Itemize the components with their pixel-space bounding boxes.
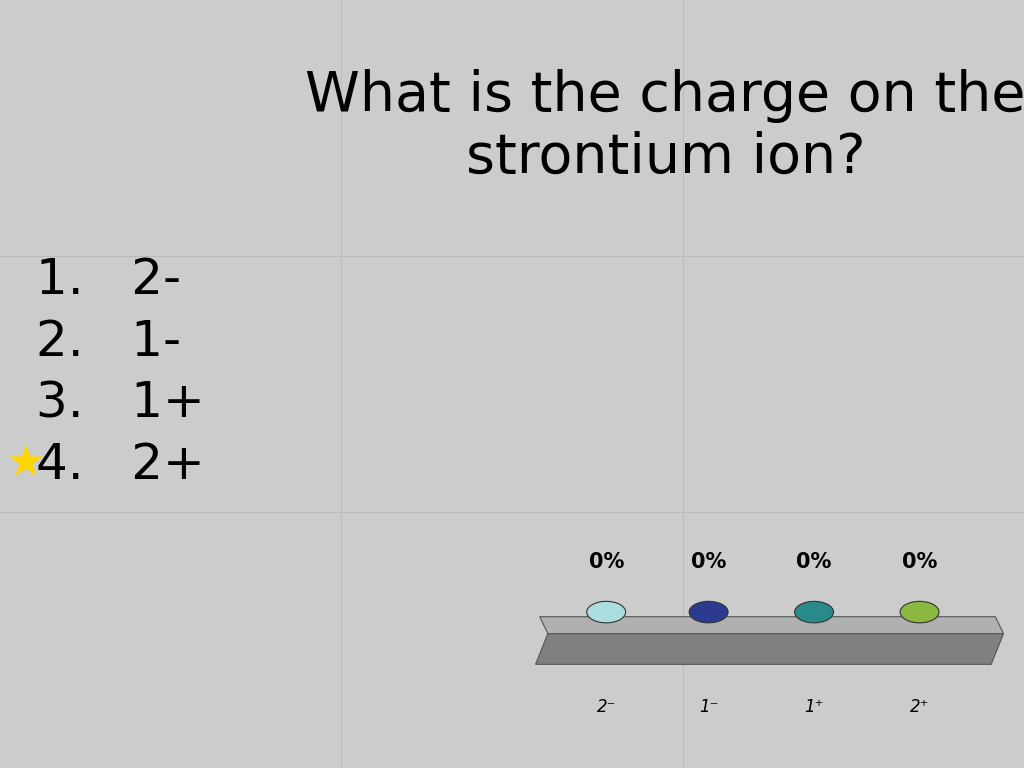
- Text: 1⁻: 1⁻: [699, 697, 718, 716]
- Text: 2.   1-: 2. 1-: [36, 318, 181, 366]
- Text: strontium ion?: strontium ion?: [466, 131, 865, 184]
- Text: 0%: 0%: [691, 552, 726, 572]
- Text: 0%: 0%: [902, 552, 937, 572]
- Ellipse shape: [587, 601, 626, 623]
- Text: 0%: 0%: [589, 552, 624, 572]
- Ellipse shape: [689, 601, 728, 623]
- Text: 2⁺: 2⁺: [910, 697, 929, 716]
- Text: ★: ★: [5, 443, 45, 486]
- Ellipse shape: [900, 601, 939, 623]
- Text: 1⁺: 1⁺: [805, 697, 823, 716]
- Text: 2⁻: 2⁻: [597, 697, 615, 716]
- Ellipse shape: [795, 601, 834, 623]
- Polygon shape: [536, 634, 1004, 664]
- Text: 1.   2-: 1. 2-: [36, 257, 181, 304]
- Text: What is the charge on the: What is the charge on the: [305, 69, 1024, 123]
- Text: 3.   1+: 3. 1+: [36, 379, 205, 427]
- Text: 4.   2+: 4. 2+: [36, 441, 205, 488]
- Text: 0%: 0%: [797, 552, 831, 572]
- Polygon shape: [540, 617, 1004, 634]
